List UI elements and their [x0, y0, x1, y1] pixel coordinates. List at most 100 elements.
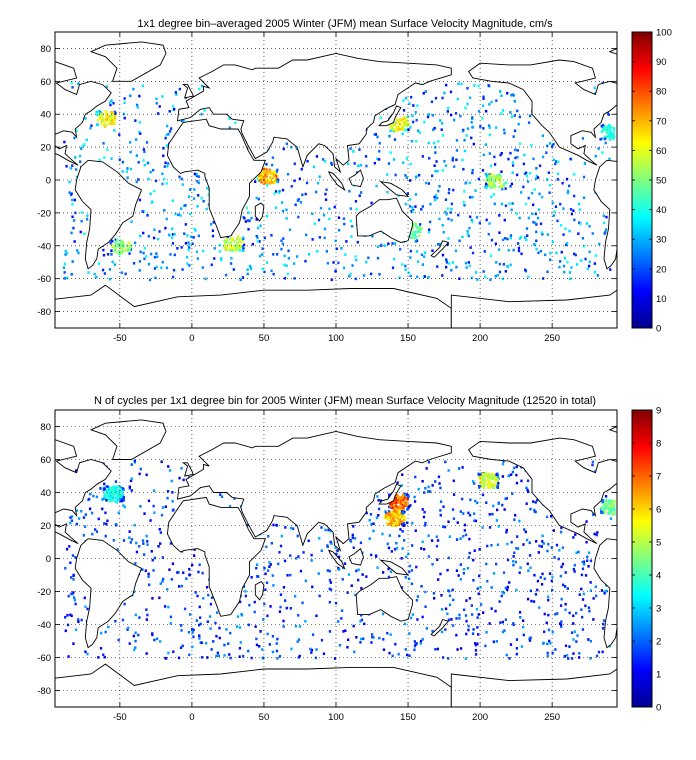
- data-cell: [152, 489, 156, 492]
- data-cell: [264, 173, 267, 177]
- data-cell: [423, 251, 427, 254]
- data-cell: [434, 198, 437, 202]
- data-cell: [289, 607, 292, 610]
- data-cell: [242, 247, 245, 250]
- data-cell: [121, 488, 124, 492]
- data-cell: [519, 616, 522, 619]
- data-cell: [124, 272, 127, 276]
- data-cell: [552, 214, 555, 217]
- data-cell: [98, 158, 101, 162]
- data-cell: [66, 623, 70, 627]
- data-cell: [467, 624, 470, 628]
- data-cell: [541, 134, 544, 137]
- data-cell: [320, 526, 323, 529]
- data-cell: [165, 133, 168, 137]
- data-cell: [265, 261, 269, 264]
- data-cell: [495, 473, 498, 476]
- data-cell: [413, 500, 417, 503]
- data-cell: [589, 581, 592, 584]
- data-cell: [315, 190, 318, 194]
- x-tick-label: 0: [189, 333, 194, 344]
- data-cell: [196, 180, 199, 183]
- data-cell: [287, 257, 290, 260]
- data-cell: [520, 645, 524, 648]
- data-cell: [202, 597, 205, 600]
- data-cell: [311, 633, 315, 636]
- data-cell: [117, 486, 120, 489]
- data-cell: [116, 492, 119, 495]
- data-cell: [477, 177, 480, 181]
- data-cell: [573, 630, 576, 633]
- data-cell: [523, 172, 527, 176]
- data-cell: [492, 477, 495, 481]
- data-cell: [117, 490, 120, 493]
- data-cell: [548, 183, 552, 187]
- data-cell: [470, 276, 473, 280]
- data-cell: [460, 82, 463, 86]
- data-cell: [466, 567, 470, 570]
- data-cell: [480, 480, 483, 484]
- data-cell: [401, 496, 404, 499]
- data-cell: [393, 124, 396, 127]
- data-cell: [394, 242, 397, 245]
- data-cell: [319, 206, 323, 210]
- data-cell: [310, 648, 313, 652]
- data-cell: [97, 517, 100, 521]
- data-cell: [568, 229, 571, 233]
- data-cell: [612, 137, 615, 140]
- data-cell: [501, 462, 505, 466]
- data-cell: [109, 492, 112, 495]
- data-cell: [502, 591, 506, 595]
- data-cell: [166, 588, 169, 591]
- data-cell: [75, 129, 78, 133]
- data-cell: [83, 525, 87, 528]
- data-cell: [224, 248, 228, 251]
- data-cell: [556, 219, 559, 223]
- data-cell: [111, 122, 114, 125]
- landmass: [348, 547, 364, 566]
- data-cell: [110, 157, 113, 160]
- data-cell: [510, 540, 513, 544]
- data-cell: [351, 149, 355, 153]
- data-cell: [266, 632, 269, 636]
- data-cell: [596, 274, 599, 277]
- data-cell: [256, 236, 259, 240]
- data-cell: [101, 120, 104, 123]
- data-cell: [537, 251, 540, 255]
- data-cell: [332, 261, 335, 264]
- data-cell: [191, 627, 194, 631]
- data-cell: [145, 652, 148, 655]
- data-cell: [79, 160, 82, 163]
- data-cell: [155, 102, 158, 105]
- data-cell: [130, 489, 133, 492]
- data-cell: [103, 655, 106, 659]
- data-cell: [551, 240, 554, 244]
- data-cell: [253, 600, 256, 604]
- data-cell: [595, 594, 598, 598]
- data-cell: [555, 160, 558, 163]
- data-cell: [405, 653, 409, 657]
- data-cell: [497, 248, 501, 251]
- data-cell: [559, 202, 562, 206]
- data-cell: [241, 245, 245, 248]
- data-cell: [224, 243, 227, 247]
- data-cell: [212, 221, 215, 224]
- data-cell: [439, 509, 442, 512]
- data-cell: [102, 653, 105, 657]
- data-cell: [376, 157, 379, 161]
- data-cell: [527, 275, 530, 279]
- data-cell: [595, 533, 598, 537]
- data-cell: [446, 243, 449, 246]
- data-cell: [583, 244, 586, 248]
- data-cell: [507, 157, 510, 161]
- data-cell: [471, 195, 474, 199]
- data-cell: [261, 172, 265, 175]
- data-cell: [405, 555, 408, 559]
- data-cell: [118, 158, 121, 161]
- data-cell: [416, 618, 419, 621]
- data-cell: [550, 546, 553, 549]
- data-cell: [564, 602, 567, 606]
- data-cell: [104, 492, 107, 495]
- data-cell: [613, 135, 616, 139]
